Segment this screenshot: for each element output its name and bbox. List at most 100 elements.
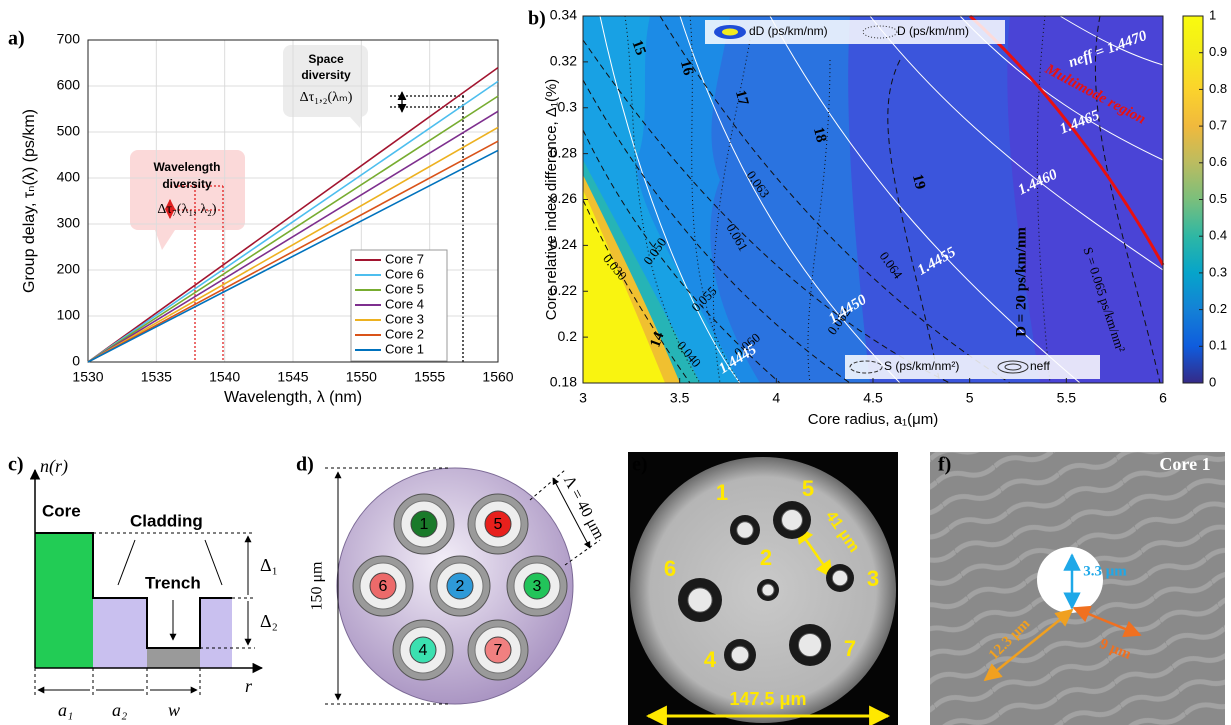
dim-label: w xyxy=(168,700,180,720)
y-tick-label: 0.3 xyxy=(558,98,578,114)
core-label: 2 xyxy=(760,545,772,570)
x-tick-label: 1560 xyxy=(482,369,513,385)
x-axis-label: Wavelength, λ (nm) xyxy=(224,389,362,406)
x-tick-label: 6 xyxy=(1159,390,1167,406)
fiber-core-image xyxy=(831,569,849,587)
x-tick-label: 1540 xyxy=(209,369,240,385)
panel-label: a) xyxy=(8,28,25,50)
legend-label: Core 6 xyxy=(385,266,424,281)
plot-frame xyxy=(87,39,499,363)
core xyxy=(409,636,437,664)
y-tick-label: 700 xyxy=(57,31,81,47)
x-tick-label: 1555 xyxy=(414,369,445,385)
x-tick-label: 4.5 xyxy=(863,390,883,406)
contour-region xyxy=(583,190,665,383)
y-tick-label: 300 xyxy=(57,215,81,231)
legend-label: Core 4 xyxy=(385,296,424,311)
legend-label: neff xyxy=(1030,359,1050,373)
y-tick-label: 100 xyxy=(57,307,81,323)
annotation: diversity xyxy=(301,68,351,82)
core xyxy=(484,510,512,538)
fiber-core-image xyxy=(761,583,775,597)
legend-label: Core 7 xyxy=(385,251,424,266)
legend-label: D (ps/km/nm) xyxy=(897,24,969,38)
core-label: 4 xyxy=(419,642,428,659)
y-tick-label: 0 xyxy=(72,353,80,369)
x-tick-label: 1535 xyxy=(141,369,172,385)
contour-label: 14 xyxy=(647,330,667,350)
y-tick-label: 0.2 xyxy=(558,328,578,344)
colorbar-label: 1 xyxy=(1209,7,1216,22)
contour-label: 16 xyxy=(677,59,696,78)
colorbar-label: 0.9 xyxy=(1209,44,1227,59)
legend-label: Core 5 xyxy=(385,281,424,296)
colorbar-label: 0.4 xyxy=(1209,228,1227,243)
x-tick-label: 4 xyxy=(772,390,780,406)
fiber-core-image xyxy=(781,509,803,531)
y-tick-label: 0.32 xyxy=(550,53,577,69)
core xyxy=(523,572,551,600)
y-tick-label: 0.34 xyxy=(550,7,577,23)
panel-title: Core 1 xyxy=(1159,454,1210,474)
panel-label: f) xyxy=(938,454,951,476)
y-tick-label: 600 xyxy=(57,77,81,93)
fiber-core-image xyxy=(736,521,754,539)
dim-label: a₂ xyxy=(112,700,127,720)
contour-label: 19 xyxy=(909,173,928,192)
x-tick-label: 1530 xyxy=(72,369,103,385)
series-line xyxy=(87,110,499,363)
legend-label: Core 2 xyxy=(385,326,424,341)
region-label: Core xyxy=(42,501,81,520)
x-tick-label: 1545 xyxy=(277,369,308,385)
dim-label: 150 μm xyxy=(309,561,326,611)
core-label: 1 xyxy=(420,516,429,533)
y-axis-label: Core relative index difference, Δ₁(%) xyxy=(543,79,560,321)
fiber-core-image xyxy=(797,632,823,658)
core-label: 3 xyxy=(533,578,542,595)
core-label: 6 xyxy=(379,578,388,595)
y-axis-label: Group delay, τₙ(λ) (ps/km) xyxy=(21,109,38,293)
legend-label: dD (ps/km/nm) xyxy=(749,24,828,38)
colorbar-label: 0.1 xyxy=(1209,338,1227,353)
core-label: 7 xyxy=(494,642,503,659)
dim-label: a₁ xyxy=(58,700,73,720)
y-tick-label: 500 xyxy=(57,123,81,139)
core-label: 1 xyxy=(716,480,728,505)
contour-label: D = 20 ps/km/nm xyxy=(1013,227,1029,337)
series-line xyxy=(87,149,499,363)
panel-label: d) xyxy=(296,454,314,476)
colorbar-label: 0.5 xyxy=(1209,191,1227,206)
core-label: 7 xyxy=(844,636,856,661)
colorbar-label: 0.2 xyxy=(1209,301,1227,316)
colorbar-label: 0.3 xyxy=(1209,264,1227,279)
core-label: 4 xyxy=(704,647,717,672)
axis-label: n(r) xyxy=(40,456,68,477)
core xyxy=(446,572,474,600)
contour-label: 18 xyxy=(810,126,829,145)
legend-label: S (ps/km/nm²) xyxy=(884,359,959,373)
colorbar-label: 0.8 xyxy=(1209,81,1227,96)
legend-label: Core 1 xyxy=(385,341,424,356)
y-tick-label: 0.22 xyxy=(550,282,577,298)
dim-label: Λ = 40 μm xyxy=(560,473,608,543)
annotation: Δτ₁,₂(λₘ) xyxy=(300,90,353,105)
fiber-core-image xyxy=(730,645,750,665)
region-label: Cladding xyxy=(130,511,203,530)
series-line xyxy=(87,66,499,363)
region-label: Trench xyxy=(145,573,201,592)
x-tick-label: 1550 xyxy=(346,369,377,385)
core xyxy=(484,636,512,664)
y-tick-label: 0.24 xyxy=(550,236,577,252)
core xyxy=(410,510,438,538)
core-label: 5 xyxy=(802,476,814,501)
dim-label: 3.3 μm xyxy=(1083,563,1127,579)
annotation: Δτ₇(λ₁, λ₂) xyxy=(157,202,217,217)
panel-label: b) xyxy=(528,8,546,30)
colorbar-label: 0 xyxy=(1209,374,1216,389)
y-tick-label: 0.18 xyxy=(550,374,577,390)
legend-label: Core 3 xyxy=(385,311,424,326)
fiber-core-image xyxy=(687,587,713,613)
core-label: 6 xyxy=(664,556,676,581)
annotation: Wavelength xyxy=(154,160,221,174)
